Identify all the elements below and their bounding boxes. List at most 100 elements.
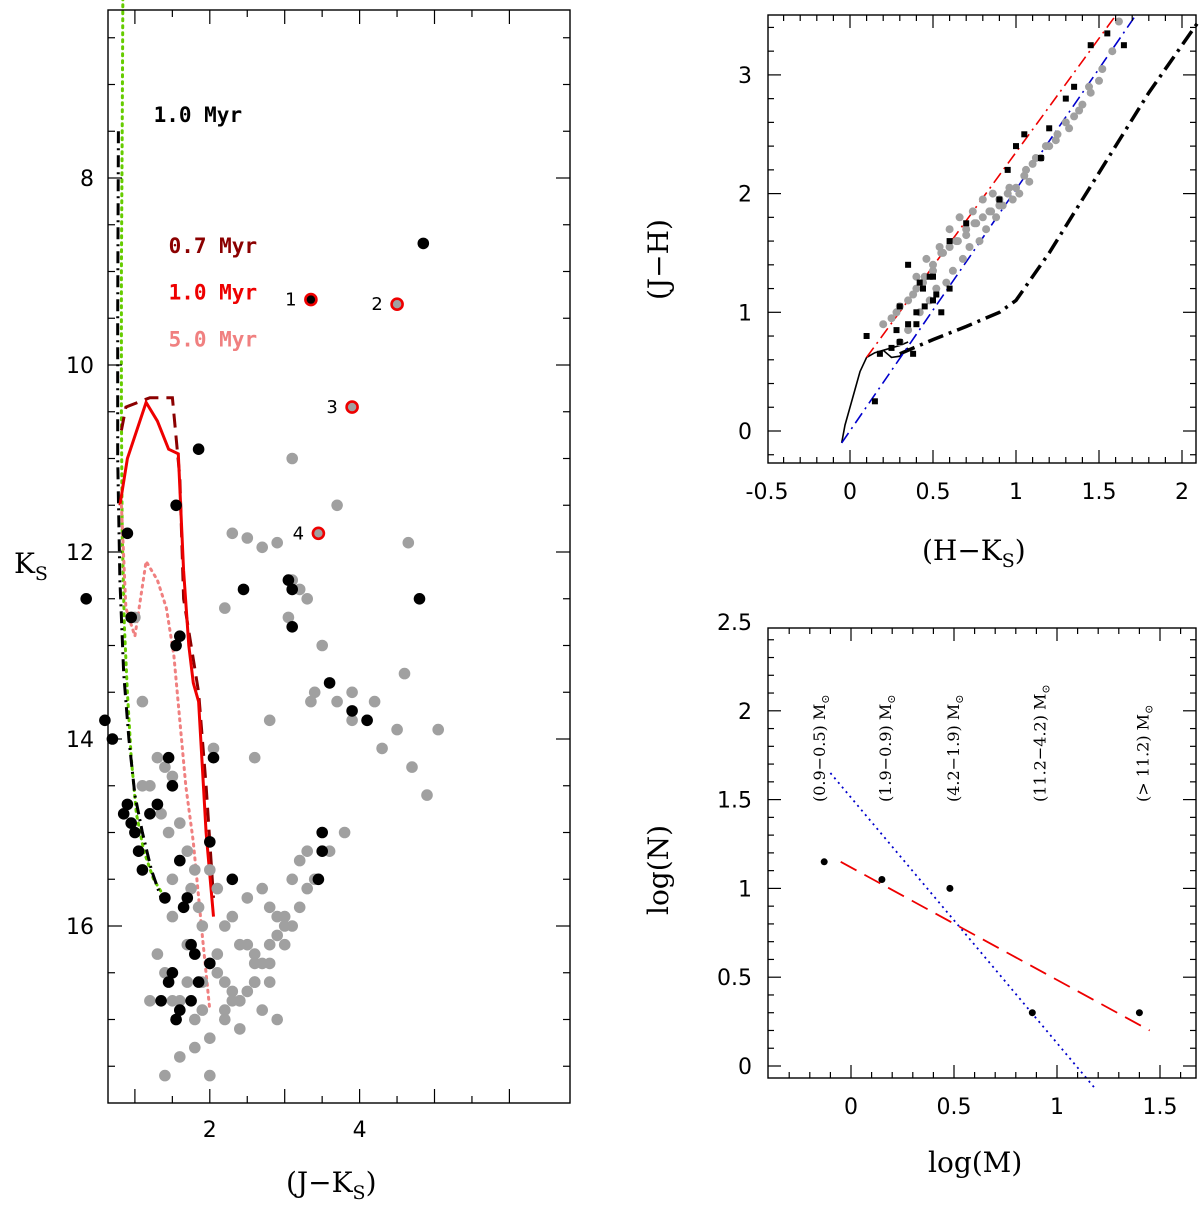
ccd-line-2 <box>899 20 1200 356</box>
ccd-point-field <box>1022 165 1030 174</box>
cmd-point-field <box>241 938 254 951</box>
ccd-point-members <box>930 297 936 304</box>
cmd-point-field <box>226 910 239 923</box>
ccd-point-members <box>938 309 945 316</box>
cmd-x-label: (J−KS) <box>286 1166 377 1204</box>
cmd-point-members <box>282 574 295 586</box>
cmd-point-members <box>121 798 134 811</box>
cmd-point-field <box>301 593 314 605</box>
ccd-point-members <box>921 303 928 310</box>
cmd-point-members <box>162 976 175 988</box>
cmd-point-field <box>211 882 224 895</box>
ccd-point-members <box>1021 131 1028 138</box>
cmd-point-field <box>278 920 291 932</box>
ccd-point-members <box>916 279 923 286</box>
cmd-point-field <box>406 761 418 773</box>
cmd-point-field <box>196 1004 209 1016</box>
cmd-ytick-label: 10 <box>66 354 94 379</box>
mf-ytick-label: 0 <box>738 1055 752 1080</box>
cmd-point-field <box>263 714 276 727</box>
cmd-star-label: 1 <box>285 290 296 311</box>
cmd-isochrone-4 <box>119 503 212 1012</box>
cmd-isochrone-label-3: 1.0 Myr <box>169 281 258 305</box>
cmd-point-field <box>166 873 179 886</box>
cmd-point-members <box>286 583 299 596</box>
ccd-point-field <box>1108 47 1117 56</box>
cmd-point-members <box>80 593 92 605</box>
ccd-point-field <box>887 314 896 323</box>
cmd-point-field <box>189 1041 201 1054</box>
cmd-point-members <box>166 780 179 792</box>
cmd-point-members <box>185 995 197 1007</box>
cmd-point-members <box>361 714 373 727</box>
ccd-point-field <box>909 290 918 299</box>
ccd-point-field <box>1051 136 1060 145</box>
cmd-point-field <box>398 667 411 680</box>
cmd-point-members <box>174 1004 186 1016</box>
cmd-point-field <box>234 1023 246 1035</box>
mf-axis-ticks: 0 0.5 1 1.5 0 0.5 1 1.5 2 2.5 <box>717 611 1196 1120</box>
ccd-point-members <box>905 261 912 268</box>
mf-lines <box>829 772 1151 1088</box>
cmd-point-members <box>162 751 175 764</box>
ccd-point-field <box>929 266 937 275</box>
cmd-point-members <box>99 714 111 727</box>
cmd-point-members <box>192 443 205 456</box>
ccd-xtick-label: 0.5 <box>916 480 951 505</box>
cmd-point-field <box>263 901 276 914</box>
mf-ytick-label: 1.5 <box>717 789 752 814</box>
cmd-point-field <box>368 695 381 708</box>
cmd-point-field <box>271 1013 284 1026</box>
ccd-point-members <box>905 321 912 328</box>
cmd-point-field <box>196 920 209 932</box>
mf-point <box>946 884 954 892</box>
ccd-point-field <box>1012 183 1020 192</box>
cmd-y-label: KS <box>14 547 48 585</box>
ccd-point-members <box>871 398 878 405</box>
cmd-isochrone-1 <box>116 131 163 899</box>
mf-xtick-label: 0 <box>844 1095 858 1120</box>
cmd-point-members <box>185 938 197 951</box>
ccd-point-field <box>978 195 987 204</box>
ccd-point-members <box>1087 42 1094 49</box>
cmd-point-field <box>432 723 445 736</box>
mf-xtick-label: 1.5 <box>1143 1095 1178 1120</box>
cmd-point-field <box>219 1013 231 1026</box>
cmd-point-field <box>241 985 254 998</box>
cmd-point-field <box>181 845 194 857</box>
cmd-point-field <box>204 1032 216 1044</box>
cmd-point-field <box>192 901 205 914</box>
ccd-point-field <box>939 248 947 257</box>
ccd-xtick-label: 1 <box>1009 480 1023 505</box>
cmd-ytick-label: 12 <box>66 541 94 566</box>
cmd-point-field <box>159 1069 171 1082</box>
ccd-point-field <box>1028 159 1037 168</box>
cmd-point-field <box>263 938 276 951</box>
cmd-frame <box>107 9 571 1104</box>
cmd-point-field <box>136 780 149 792</box>
ccd-point-members <box>1062 95 1069 102</box>
ccd-point-field <box>1041 142 1050 151</box>
ccd-point-field <box>978 213 987 222</box>
ccd-point-field <box>1098 65 1107 73</box>
cmd-point-members <box>125 817 137 829</box>
ccd-point-field <box>968 207 977 216</box>
ccd-points <box>863 17 1127 405</box>
cmd-point-members <box>204 957 216 970</box>
cmd-point-field <box>219 920 231 932</box>
cmd-point-field <box>234 995 246 1007</box>
ccd-point-members <box>876 350 883 357</box>
cmd-point-members <box>136 864 149 876</box>
ccd-point-field <box>972 219 981 228</box>
cmd-point-field <box>256 882 269 895</box>
cmd-point-field <box>271 929 284 942</box>
ccd-point-field <box>962 231 971 240</box>
cmd-point-members <box>316 845 329 857</box>
cmd-point-field <box>293 901 306 914</box>
cmd-point-members <box>413 593 426 605</box>
cmd-point-field <box>331 499 343 512</box>
ccd-point-members <box>930 273 936 280</box>
cmd-ytick-label: 16 <box>66 915 94 940</box>
